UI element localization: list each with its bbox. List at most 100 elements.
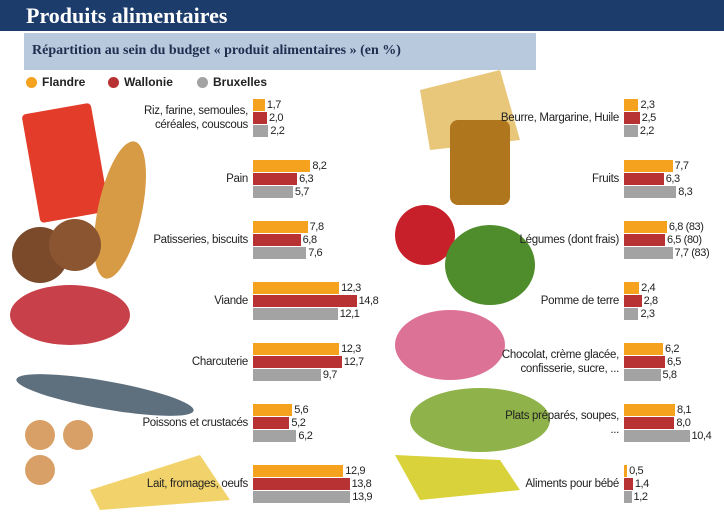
egg xyxy=(63,420,93,450)
value-label: 7,8 xyxy=(309,221,324,233)
bar xyxy=(253,221,308,233)
apple xyxy=(395,205,455,265)
value-label: 12,7 xyxy=(343,356,364,368)
legend-swatch xyxy=(197,76,208,88)
value-label: 6,2 xyxy=(665,343,680,355)
bar xyxy=(624,356,665,368)
category-label: Lait, fromages, oeufs xyxy=(146,478,248,490)
category-label: Beurre, Margarine, Huile xyxy=(500,112,619,124)
value-label: 2,3 xyxy=(640,99,655,111)
bar xyxy=(253,478,350,490)
fish xyxy=(16,374,194,416)
category-label: Légumes (dont frais) xyxy=(519,234,620,246)
bar xyxy=(624,186,677,198)
oil-bottle xyxy=(450,120,510,205)
value-label: 7,7 (83) xyxy=(674,247,710,259)
value-label: 6,5 xyxy=(666,356,682,368)
subtitle-box: Répartition au sein du budget « produit … xyxy=(24,33,536,70)
bar xyxy=(624,308,639,320)
cookie xyxy=(49,219,101,271)
cereal-box xyxy=(22,103,109,223)
value-label: 13,8 xyxy=(351,478,372,490)
lettuce xyxy=(445,225,535,305)
bar xyxy=(624,160,673,172)
bar xyxy=(624,369,661,381)
legend-swatch xyxy=(26,76,37,88)
egg xyxy=(25,455,55,485)
value-label: 1,2 xyxy=(633,491,648,503)
bread xyxy=(94,141,146,279)
bar xyxy=(624,247,673,259)
bar xyxy=(253,465,344,477)
category-label: Riz, farine, semoules, céréales, couscou… xyxy=(144,105,248,131)
value-label: 6,2 xyxy=(298,430,313,442)
bar xyxy=(624,99,639,111)
value-label: 5,8 xyxy=(662,369,677,381)
value-label: 2,2 xyxy=(639,125,654,137)
bar xyxy=(624,125,638,137)
value-label: 2,4 xyxy=(641,282,656,294)
value-label: 5,6 xyxy=(294,404,309,416)
baby-food-dish xyxy=(395,455,520,500)
legend-item: Flandre xyxy=(26,75,85,89)
value-label: 2,8 xyxy=(643,295,658,307)
bar xyxy=(624,343,664,355)
bar xyxy=(624,173,664,185)
bar xyxy=(624,112,640,124)
value-label: 1,7 xyxy=(266,99,281,111)
value-label: 2,2 xyxy=(270,125,285,137)
legend-label: Wallonie xyxy=(124,75,173,89)
value-label: 5,7 xyxy=(294,186,309,198)
bar xyxy=(253,491,351,503)
bar xyxy=(253,112,267,124)
value-label: 2,3 xyxy=(640,308,655,320)
bar xyxy=(624,417,675,429)
legend-label: Bruxelles xyxy=(213,75,268,89)
value-label: 2,0 xyxy=(269,112,284,124)
candy xyxy=(395,310,505,380)
bar xyxy=(253,417,290,429)
value-label: 2,5 xyxy=(641,112,656,124)
value-label: 8,3 xyxy=(678,186,693,198)
bar xyxy=(624,465,628,477)
category-label: Fruits xyxy=(592,173,619,185)
value-label: 8,0 xyxy=(676,417,691,429)
bar xyxy=(624,491,632,503)
category-label: Chocolat, crème glacée, confisserie, suc… xyxy=(501,349,619,375)
bar xyxy=(624,295,642,307)
egg xyxy=(25,420,55,450)
legend-item: Wallonie xyxy=(108,75,173,89)
value-label: 12,3 xyxy=(341,343,361,355)
header-bar xyxy=(0,0,724,31)
bar xyxy=(253,99,265,111)
bar xyxy=(624,430,690,442)
value-label: 14,8 xyxy=(358,295,379,307)
bar xyxy=(253,247,307,259)
bar xyxy=(253,282,340,294)
bar xyxy=(253,186,293,198)
category-label: Patisseries, biscuits xyxy=(153,234,248,246)
bar xyxy=(253,404,293,416)
legend-item: Bruxelles xyxy=(197,75,267,89)
value-label: 6,3 xyxy=(665,173,680,185)
value-label: 5,2 xyxy=(291,417,306,429)
category-label: Pain xyxy=(226,173,248,185)
value-label: 0,5 xyxy=(629,465,644,477)
bar xyxy=(624,478,633,490)
bar xyxy=(253,343,340,355)
value-label: 6,8 xyxy=(302,234,317,246)
legend-swatch xyxy=(108,76,119,88)
bar xyxy=(253,173,298,185)
value-label: 13,9 xyxy=(352,491,373,503)
value-label: 10,4 xyxy=(691,430,712,442)
category-label: Poissons et crustacés xyxy=(142,417,248,429)
bar xyxy=(253,369,321,381)
bar xyxy=(253,308,338,320)
bar xyxy=(253,356,342,368)
legend-label: Flandre xyxy=(42,75,86,89)
bar xyxy=(624,221,667,233)
value-label: 6,8 (83) xyxy=(668,221,704,233)
value-label: 6,5 (80) xyxy=(666,234,702,246)
value-label: 12,1 xyxy=(339,308,360,320)
